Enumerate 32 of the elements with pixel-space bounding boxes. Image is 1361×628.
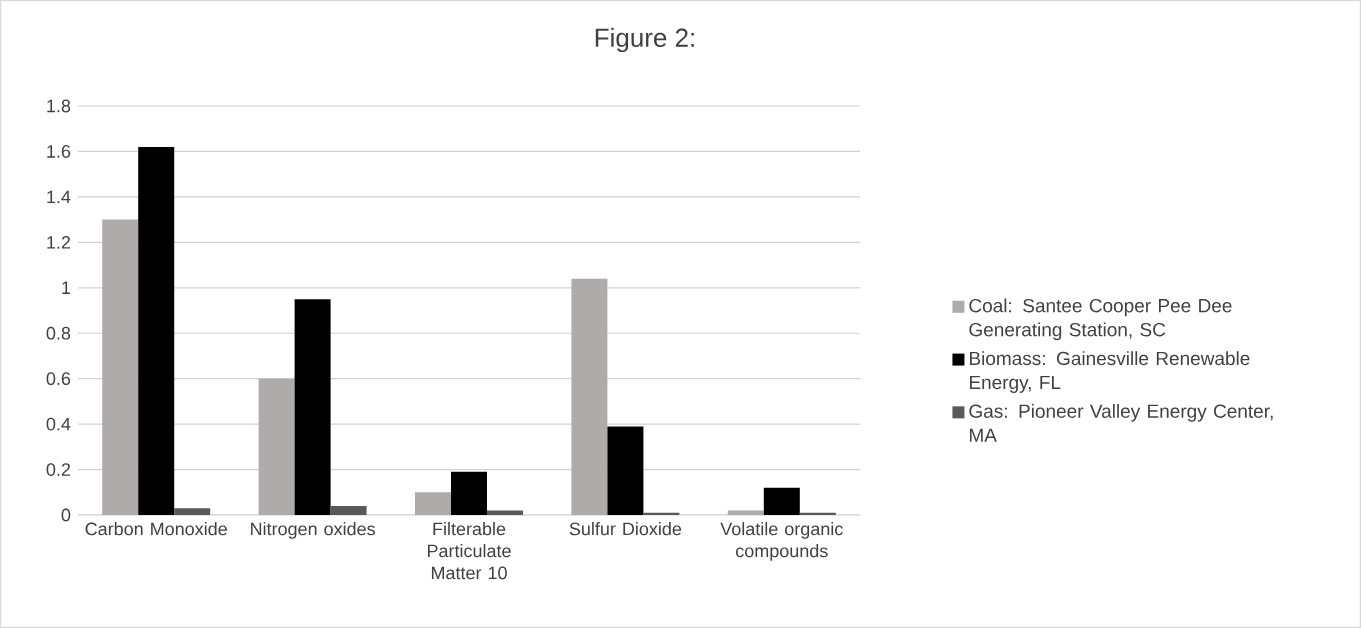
- legend-label: Biomass: Gainesville Renewable Energy, FL: [969, 351, 1250, 393]
- y-tick-label: 1.2: [47, 236, 71, 249]
- y-tick-label: 0.8: [46, 326, 71, 340]
- y-tick-label: 0.4: [46, 417, 71, 431]
- bar: [330, 505, 367, 515]
- x-tick-label: Nitrogen oxides: [251, 522, 375, 539]
- bar: [727, 510, 764, 515]
- legend-label: Coal: Santee Cooper Pee Dee Generating Station, SC: [969, 298, 1232, 341]
- y-tick-label: 0.2: [46, 463, 71, 476]
- y-tick-label: 1.4: [47, 190, 71, 204]
- bar: [607, 426, 644, 515]
- bar: [451, 471, 488, 515]
- x-tick-label: Filterable Particulate Matter 10: [427, 522, 511, 580]
- y-tick-label: 0: [61, 508, 71, 522]
- bar: [487, 510, 524, 515]
- bar: [174, 508, 211, 515]
- x-tick-label: Volatile organic compounds: [720, 522, 843, 561]
- bar: [294, 299, 331, 515]
- y-tick-label: 1.8: [47, 99, 71, 113]
- bar: [571, 278, 608, 515]
- bar: [138, 146, 175, 515]
- y-tick-label: 1: [62, 281, 71, 294]
- bar: [415, 492, 452, 515]
- y-tick-label: 0.6: [46, 372, 71, 386]
- bar: [102, 219, 139, 515]
- bar: [258, 378, 295, 515]
- legend-label: Gas: Pioneer Valley Energy Center, MA: [969, 403, 1273, 442]
- x-tick-label: Carbon Monoxide: [85, 522, 227, 536]
- chart-title: Figure 2:: [595, 27, 694, 53]
- x-tick-label: Sulfur Dioxide: [569, 522, 682, 536]
- y-tick-label: 1.6: [47, 145, 71, 158]
- bar: [763, 487, 800, 515]
